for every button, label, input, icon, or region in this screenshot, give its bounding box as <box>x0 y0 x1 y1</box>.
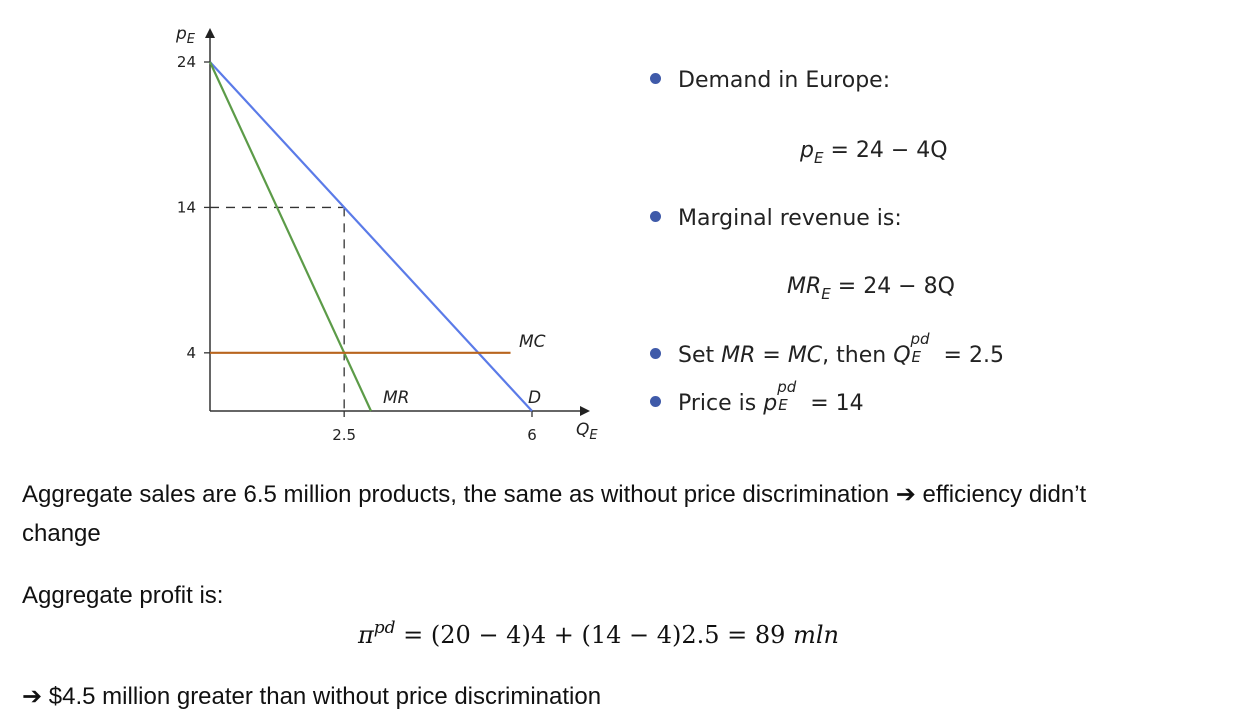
series-line-mr <box>209 61 372 412</box>
mr-eq-rhs: = 24 − 8Q <box>837 274 955 299</box>
formula-unit: mln <box>793 621 839 649</box>
demand-eq-var: p <box>800 138 814 163</box>
sales-text-line1: Aggregate sales are 6.5 million products… <box>22 481 1087 508</box>
profit-label: Aggregate profit is: <box>22 582 224 609</box>
conclusion-text: ➔ $4.5 million greater than without pric… <box>22 683 602 710</box>
set-mr: MR <box>721 343 756 368</box>
set-supsub: pd E <box>911 330 937 366</box>
x-axis-label: QE <box>576 420 598 443</box>
y-tick-label: 4 <box>186 344 196 362</box>
d-label: D <box>528 388 541 408</box>
x-tick-label: 6 <box>527 426 537 444</box>
y-tick-label: 24 <box>177 53 196 71</box>
mr-label: MR <box>383 388 409 408</box>
bullet-dot <box>650 348 661 359</box>
set-val: = 2.5 <box>936 343 1004 368</box>
set-sup: pd <box>910 330 930 348</box>
bullet-demand: Demand in Europe: <box>650 68 890 93</box>
formula-pi: π <box>358 621 374 649</box>
demand-label: Demand in Europe: <box>678 68 891 93</box>
series-line-d <box>209 61 533 412</box>
formula-sup: pd <box>373 618 396 638</box>
set-sub: E <box>911 348 922 366</box>
price-sub: E <box>778 396 788 414</box>
demand-eq-sub: E <box>813 149 824 167</box>
price-supsub: pd E <box>777 378 803 414</box>
y-tick-label: 14 <box>177 198 196 216</box>
demand-equation: pE = 24 − 4Q <box>800 138 948 167</box>
bullet-mr: Marginal revenue is: <box>650 206 902 231</box>
price-val: = 14 <box>803 391 864 416</box>
x-axis-arrow <box>580 406 590 416</box>
chart: pE QE 24 14 4 2.5 6 MC MR D <box>175 24 598 444</box>
mr-eq-var: MR <box>787 274 822 299</box>
mr-text-label: Marginal revenue is: <box>678 206 902 231</box>
price-prefix: Price is <box>678 391 764 416</box>
bullet-dot <box>650 211 661 222</box>
mc-label: MC <box>519 332 546 352</box>
set-q: Q <box>893 343 911 368</box>
bullet-price: Price is p pd E = 14 <box>650 378 864 416</box>
set-eq: = <box>755 343 788 368</box>
mr-eq-sub: E <box>821 285 831 303</box>
sales-text-line2: change <box>22 520 101 547</box>
profit-formula: πpd = (20 − 4)4 + (14 − 4)2.5 = 89 mln <box>358 618 839 649</box>
price-p: p <box>763 391 778 416</box>
set-mc: MC <box>787 343 823 368</box>
demand-eq-rhs: = 24 − 4Q <box>830 138 948 163</box>
y-axis-arrow <box>205 28 215 38</box>
y-axis-label: pE <box>175 24 196 47</box>
x-tick-label: 2.5 <box>332 426 356 444</box>
formula-rhs: = (20 − 4)4 + (14 − 4)2.5 = 89 <box>395 621 794 649</box>
price-sup: pd <box>777 378 797 396</box>
bullet-dot <box>650 396 661 407</box>
bullet-dot <box>650 73 661 84</box>
set-then: , then <box>822 343 894 368</box>
mr-equation: MRE = 24 − 8Q <box>787 274 955 303</box>
set-prefix: Set <box>678 343 722 368</box>
